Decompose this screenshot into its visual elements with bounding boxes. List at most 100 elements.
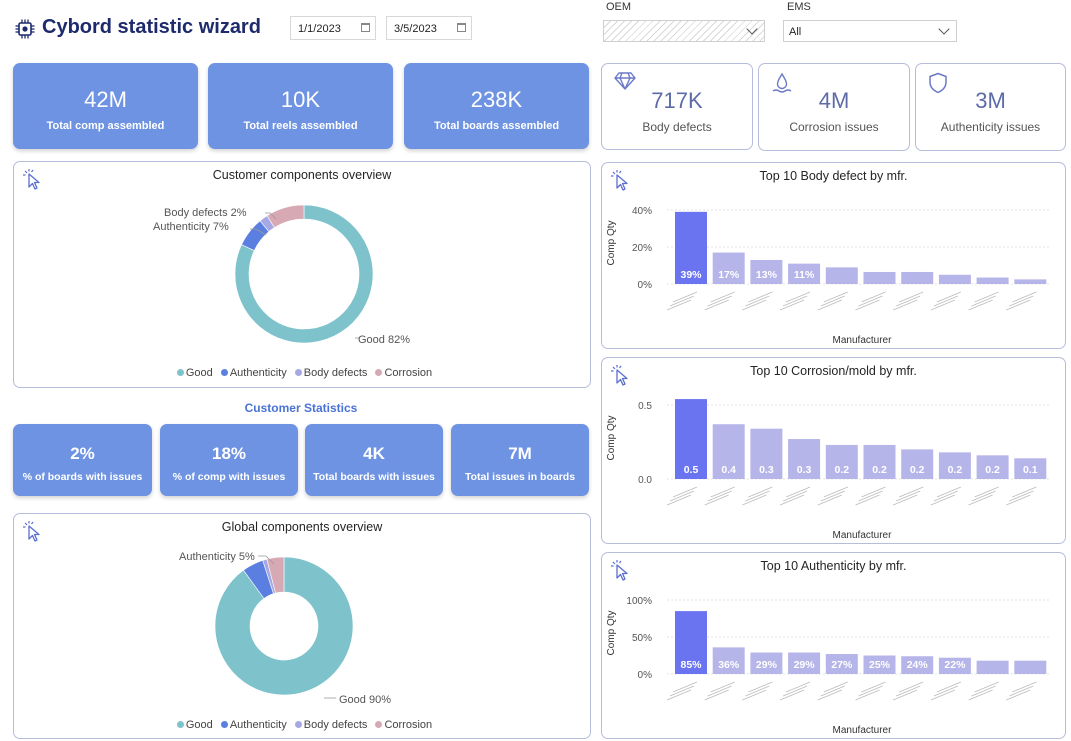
pointer-click-icon[interactable] <box>22 168 44 190</box>
bar-data-label: 0.2 <box>834 464 849 476</box>
bar[interactable] <box>825 654 858 674</box>
y-tick-label: 100% <box>626 596 652 607</box>
bar[interactable] <box>750 259 783 284</box>
bar[interactable] <box>825 444 858 479</box>
bar-data-label: 0.2 <box>910 464 925 476</box>
pie-slice-good[interactable] <box>214 556 354 696</box>
legend-item[interactable]: Authenticity <box>229 719 287 731</box>
bar[interactable] <box>901 271 934 284</box>
x-tick-label-redacted <box>817 291 848 311</box>
bar[interactable] <box>863 444 896 479</box>
legend-item[interactable]: Authenticity <box>229 367 287 379</box>
y-axis-title: Comp Qty <box>606 415 617 460</box>
pointer-click-icon[interactable] <box>610 559 632 581</box>
x-tick-label-redacted <box>930 486 962 506</box>
kpi-label: Authenticity issues <box>940 120 1041 134</box>
bar-data-label: 11% <box>794 269 815 281</box>
bar[interactable] <box>675 611 707 674</box>
bar-data-label: 25% <box>869 659 891 671</box>
bar[interactable] <box>675 399 707 479</box>
pie-slice-good[interactable] <box>234 204 374 344</box>
authenticity-data-label: Authenticity 7% <box>153 221 229 233</box>
kpi-pct-comp-with-issues: 18% % of comp with issues <box>160 424 298 496</box>
pie-slice-corrosion[interactable] <box>266 556 285 594</box>
section-title: Customer Statistics <box>244 401 358 415</box>
bar[interactable] <box>788 652 821 674</box>
customer-donut-chart: Body defects 2% Authenticity 7% Good 82% <box>153 204 410 346</box>
bar[interactable] <box>1014 458 1047 479</box>
calendar-icon[interactable] <box>457 23 466 32</box>
ems-dropdown[interactable]: All <box>783 20 957 42</box>
bar[interactable] <box>863 655 896 675</box>
bar[interactable] <box>788 263 821 284</box>
x-tick-label-redacted <box>666 681 698 701</box>
bar[interactable] <box>675 211 707 284</box>
bar[interactable] <box>938 274 971 284</box>
kpi-value: 18% <box>211 444 247 463</box>
bar[interactable] <box>750 428 783 479</box>
bar[interactable] <box>750 652 783 674</box>
kpi-value: 4M <box>818 88 850 113</box>
oem-dropdown[interactable] <box>603 20 765 42</box>
end-date-input[interactable]: 3/5/2023 <box>386 16 472 40</box>
legend-swatch-authenticity <box>220 721 228 728</box>
bar[interactable] <box>938 657 971 674</box>
kpi-label: Corrosion issues <box>789 120 879 134</box>
bar-data-label: 0.3 <box>759 464 774 476</box>
bar[interactable] <box>1014 279 1047 284</box>
pointer-click-icon[interactable] <box>610 364 632 386</box>
ems-dropdown-value: All <box>789 26 802 38</box>
legend-item[interactable]: Good <box>185 719 213 731</box>
bar[interactable] <box>712 647 745 674</box>
legend-swatch-body-defects <box>294 721 302 728</box>
bar[interactable] <box>901 656 934 674</box>
bar[interactable] <box>901 449 934 479</box>
x-tick-label-redacted <box>779 291 811 311</box>
kpi-total-boards-assembled: 238K Total boards assembled <box>404 63 589 149</box>
legend-item[interactable]: Corrosion <box>384 367 433 379</box>
chart-title: Global components overview <box>221 520 383 534</box>
bar-data-label: 0.2 <box>985 464 1000 476</box>
bar-data-label: 29% <box>794 659 816 671</box>
pointer-click-icon[interactable] <box>610 169 632 191</box>
bar[interactable] <box>976 660 1009 674</box>
bar[interactable] <box>712 252 745 284</box>
x-tick-label-redacted <box>666 291 698 311</box>
bar-data-label: 24% <box>907 659 929 671</box>
bar[interactable] <box>976 455 1009 479</box>
bar-data-label: 36% <box>718 659 740 671</box>
good-data-label: Good 82% <box>358 334 410 346</box>
kpi-value: 4K <box>363 444 385 463</box>
legend-item[interactable]: Body defects <box>303 719 368 731</box>
legend-item[interactable]: Corrosion <box>384 719 433 731</box>
body-defects-data-label: Body defects 2% <box>164 207 247 219</box>
kpi-label: Body defects <box>642 120 712 134</box>
start-date-input[interactable]: 1/1/2023 <box>290 16 376 40</box>
bar[interactable] <box>788 439 821 479</box>
bar-data-label: 0.4 <box>721 464 736 476</box>
y-axis-title: Comp Qty <box>606 610 617 655</box>
bar-data-label: 85% <box>680 659 702 671</box>
calendar-icon[interactable] <box>361 23 370 32</box>
kpi-label: % of comp with issues <box>172 471 286 483</box>
bar[interactable] <box>825 267 858 284</box>
x-tick-label-redacted <box>930 681 962 701</box>
bar[interactable] <box>1014 660 1047 674</box>
bar[interactable] <box>863 271 896 284</box>
pie-slice-corrosion[interactable] <box>266 204 305 228</box>
bar[interactable] <box>712 424 745 479</box>
x-tick-label-redacted <box>704 486 735 506</box>
start-date-value: 1/1/2023 <box>298 23 341 35</box>
x-tick-label-redacted <box>704 681 735 701</box>
bar-data-label: 39% <box>680 269 702 281</box>
kpi-value: 10K <box>280 87 321 112</box>
legend-item[interactable]: Good <box>185 367 213 379</box>
kpi-authenticity-issues: 3M Authenticity issues <box>915 63 1066 151</box>
bar[interactable] <box>976 277 1009 284</box>
x-tick-label-redacted <box>968 486 999 506</box>
x-tick-label-redacted <box>666 486 698 506</box>
bar[interactable] <box>938 452 971 479</box>
legend-item[interactable]: Body defects <box>303 367 368 379</box>
pointer-click-icon[interactable] <box>22 520 44 542</box>
kpi-label: Total issues in boards <box>464 471 576 483</box>
